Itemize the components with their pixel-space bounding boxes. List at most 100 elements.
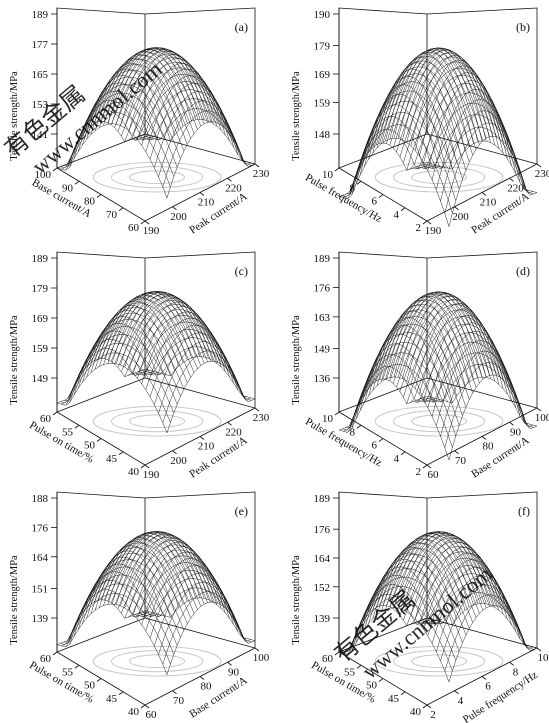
surface-mesh-u-19 — [137, 63, 226, 140]
y-tick-label: 90 — [62, 182, 74, 194]
x-tick-label: 90 — [228, 666, 240, 678]
z-tick-label: 139 — [314, 613, 331, 625]
z-axis-title: Tensile strength/MPa — [9, 71, 20, 161]
y-tick-label: 45 — [106, 453, 118, 465]
x-tick-1 — [172, 206, 177, 211]
z-axis-title: Tensile strength/MPa — [9, 315, 20, 405]
surface-mesh-v-26 — [338, 137, 450, 227]
y-tick-0 — [422, 220, 428, 225]
surface-mesh-u-23 — [154, 332, 243, 405]
x-tick-0 — [144, 704, 150, 709]
y-tick-0 — [422, 464, 428, 469]
x-tick-label: 70 — [173, 695, 185, 707]
surface-mesh-u-26 — [448, 135, 538, 227]
surface-mesh-v-24 — [63, 342, 175, 414]
surface-mesh-u-17 — [410, 298, 500, 385]
x-tick-label: 10 — [538, 652, 549, 664]
y-tick-4 — [52, 651, 58, 656]
y-tick-3 — [74, 664, 80, 669]
z-tick-label: 169 — [314, 69, 331, 81]
z-tick-label: 176 — [32, 522, 49, 534]
surface-mesh-v-14 — [379, 48, 490, 144]
x-tick-label: 8 — [513, 666, 519, 678]
surface-mesh-u-15 — [402, 533, 491, 610]
floor-contour-2 — [393, 166, 486, 189]
floor-contour-3 — [92, 645, 222, 677]
x-tick-2 — [481, 436, 487, 440]
surface-mesh-v-22 — [70, 326, 181, 397]
floor-back-left-edge — [56, 377, 146, 413]
surface-mesh-u-22 — [431, 89, 521, 183]
surface-mesh-u-16 — [406, 51, 495, 146]
y-tick-label: 45 — [388, 693, 400, 705]
surface-mesh-u-15 — [402, 49, 491, 143]
z-tick-label: 189 — [314, 253, 331, 265]
x-tick-4 — [254, 407, 260, 412]
box-back-walls — [56, 7, 256, 168]
surface-mesh-u-24 — [158, 581, 247, 655]
surface-mesh-v-14 — [97, 531, 208, 603]
y-tick-4 — [334, 167, 340, 172]
surface-mesh-u-26 — [166, 601, 256, 675]
surface-mesh-v-16 — [90, 535, 202, 607]
floor-contour-3 — [92, 405, 222, 437]
y-tick-label: 50 — [84, 680, 96, 692]
z-tick-label: 176 — [314, 282, 331, 294]
surface-mesh-v-23 — [67, 334, 178, 405]
surface-mesh-v-23 — [348, 100, 460, 193]
surface-mesh-v-26 — [338, 376, 450, 461]
x-tick-label: 80 — [201, 681, 213, 693]
x-tick-4 — [536, 163, 542, 168]
x-tick-0 — [144, 220, 150, 225]
z-tick-label: 179 — [314, 40, 331, 52]
x-tick-1 — [172, 690, 177, 695]
floor-contour-2 — [111, 650, 204, 673]
surface-mesh-v-25 — [60, 352, 171, 423]
surface-mesh-v-21 — [73, 76, 185, 152]
surface-mesh-v-17 — [369, 538, 480, 614]
x-tick-label: 60 — [146, 709, 158, 721]
x-tick-label: 60 — [428, 469, 440, 481]
x-tick-label: 230 — [253, 412, 270, 424]
surface-mesh-v-16 — [90, 295, 202, 366]
surface-mesh-u-26 — [166, 360, 256, 434]
surface-mesh-u-17 — [128, 54, 218, 131]
y-tick-1 — [400, 691, 406, 696]
y-tick-1 — [118, 691, 124, 696]
floor-contour-2 — [111, 410, 204, 433]
y-tick-3 — [74, 180, 80, 185]
surface-mesh-u-2 — [347, 116, 436, 200]
y-tick-2 — [378, 438, 384, 442]
y-tick-label: 10 — [322, 413, 334, 425]
z-tick-label: 189 — [32, 9, 49, 21]
surface-mesh-u-25 — [444, 122, 533, 214]
surface-mesh-u-21 — [427, 80, 517, 174]
panel-4: 136 149 163 176 189 Tensile strength/MPa (d) 60… — [291, 251, 549, 481]
y-tick-label: 100 — [35, 169, 52, 181]
y-tick-label: 10 — [322, 169, 334, 181]
surface-mesh-u-18 — [414, 59, 504, 154]
y-tick-2 — [96, 438, 102, 442]
x-tick-label: 200 — [170, 211, 187, 223]
x-tick-2 — [199, 192, 205, 196]
y-tick-label: 55 — [62, 666, 74, 678]
y-tick-1 — [400, 207, 406, 212]
x-tick-2 — [481, 676, 487, 680]
surface-mesh-v-25 — [60, 112, 171, 187]
surface-mesh-u-19 — [419, 547, 508, 624]
x-tick-label: 100 — [535, 412, 549, 424]
surface-mesh-u-20 — [141, 551, 230, 625]
surface-mesh-u-24 — [440, 350, 529, 437]
surface-mesh-v-23 — [348, 576, 460, 652]
surface-mesh-u-17 — [128, 538, 218, 611]
x-tick-label: 6 — [485, 681, 491, 693]
z-tick-label: 141 — [32, 129, 49, 141]
surface-mesh-u-18 — [414, 303, 504, 389]
surface-mesh-u-2 — [347, 354, 436, 433]
floor-back-right-edge — [144, 617, 256, 649]
y-tick-label: 4 — [394, 453, 400, 465]
x-tick-label: 190 — [143, 469, 160, 481]
y-tick-1 — [118, 451, 124, 456]
x-tick-label: 200 — [452, 211, 469, 223]
